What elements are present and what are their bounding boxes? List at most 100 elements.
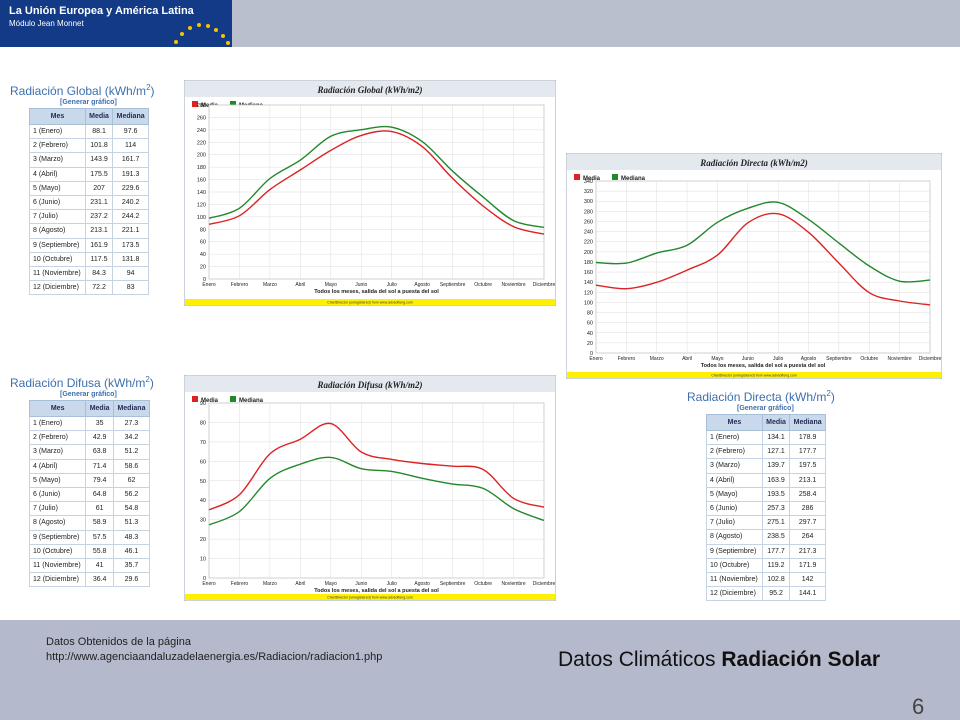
table-cell: 12 (Diciembre) — [706, 586, 763, 602]
column-header: Mediana — [112, 108, 149, 125]
page-number: 6 — [912, 694, 925, 719]
source-url: http://www.agenciaandaluzadelaenergia.es… — [46, 651, 383, 663]
x-tick-label: Noviembre — [501, 581, 525, 587]
x-tick-label: Junio — [355, 282, 367, 288]
chart-title: Radiación Difusa (kWh/m2) — [316, 380, 422, 390]
table-cell: 97.6 — [112, 123, 149, 140]
table-header-row: Mes Media Mediana — [706, 414, 826, 431]
y-tick-label: 120 — [197, 202, 206, 208]
table-cell: 51.2 — [112, 444, 151, 460]
table-cell: 231.1 — [84, 194, 114, 211]
table-cell: 62 — [112, 472, 151, 488]
y-tick-label: 20 — [587, 341, 593, 347]
y-tick-label: 80 — [200, 227, 206, 233]
y-tick-label: 50 — [200, 479, 206, 485]
y-tick-label: 260 — [584, 219, 593, 225]
y-tick-label: 120 — [584, 290, 593, 296]
x-tick-label: Marzo — [650, 356, 664, 362]
table-cell: 171.9 — [789, 557, 826, 573]
x-tick-label: Abril — [295, 581, 305, 587]
x-tick-label: Octubre — [474, 282, 492, 288]
table-cell: 178.9 — [789, 429, 826, 446]
eu-stars-icon — [174, 23, 230, 45]
table-cell: 2 (Febrero) — [29, 138, 86, 154]
global-table-title: Radiación Global (kWh/m2) — [10, 83, 155, 98]
generate-chart-link[interactable]: [Generar gráfico] — [737, 405, 794, 412]
x-tick-label: Noviembre — [888, 356, 912, 362]
table-row: 6 (Junio) 231.1 240.2 — [29, 194, 149, 211]
table-row: 7 (Julio) 61 54.8 — [28, 501, 151, 517]
table-cell: 10 (Octubre) — [29, 251, 86, 267]
x-tick-label: Agosto — [414, 282, 430, 288]
x-tick-label: Abril — [295, 282, 305, 288]
y-tick-label: 140 — [584, 280, 593, 286]
chart-footnote: ChartDirector (unregistered) from www.ad… — [327, 301, 413, 305]
table-cell: 161.9 — [84, 237, 114, 253]
table-cell: 11 (Noviembre) — [29, 265, 86, 282]
table-cell: 8 (Agosto) — [28, 515, 87, 531]
table-cell: 55.8 — [85, 543, 114, 559]
x-tick-label: Octubre — [860, 356, 878, 362]
chart-title-bar — [185, 81, 555, 97]
table-cell: 238.5 — [761, 529, 791, 545]
y-tick-label: 240 — [197, 128, 206, 134]
x-tick-label: Septiembre — [440, 581, 466, 587]
table-row: 4 (Abril) 71.4 58.6 — [28, 458, 151, 474]
table-cell: 10 (Octubre) — [706, 557, 763, 573]
table-cell: 3 (Marzo) — [29, 152, 86, 168]
table-cell: 4 (Abril) — [706, 472, 763, 488]
y-tick-label: 90 — [200, 401, 206, 407]
table-row: 5 (Mayo) 207 229.6 — [29, 180, 149, 196]
table-cell: 144.1 — [789, 586, 826, 602]
column-header: Mes — [706, 414, 763, 431]
x-tick-label: Mayo — [711, 356, 723, 362]
x-tick-label: Febrero — [231, 581, 249, 587]
table-cell: 61 — [85, 501, 114, 517]
generate-chart-link[interactable]: [Generar gráfico] — [60, 99, 117, 106]
global-radiation-table: Mes Media Mediana 1 (Enero) 88.1 97.6 2 (Febre… — [29, 108, 149, 296]
x-tick-label: Marzo — [263, 581, 277, 587]
table-row: 10 (Octubre) 55.8 46.1 — [28, 543, 151, 559]
table-cell: 41 — [85, 557, 114, 574]
table-row: 3 (Marzo) 63.8 51.2 — [28, 444, 151, 460]
y-tick-label: 30 — [200, 518, 206, 524]
table-cell: 142 — [789, 571, 826, 588]
table-cell: 48.3 — [112, 529, 151, 545]
y-tick-label: 40 — [200, 252, 206, 258]
x-axis-label: Todos los meses, salida del sol a puesta… — [314, 289, 439, 295]
table-cell: 131.8 — [112, 251, 149, 267]
table-cell: 2 (Febrero) — [28, 430, 87, 446]
legend-label: Mediana — [621, 176, 646, 182]
table-cell: 1 (Enero) — [29, 123, 86, 140]
table-cell: 5 (Mayo) — [706, 486, 763, 502]
y-tick-label: 180 — [584, 260, 593, 266]
table-cell: 94 — [112, 265, 149, 282]
table-cell: 79.4 — [85, 472, 114, 488]
table-cell: 102.8 — [761, 571, 791, 588]
table-cell: 6 (Junio) — [706, 500, 763, 517]
y-tick-label: 80 — [200, 420, 206, 426]
legend-label: Media — [201, 398, 219, 404]
table-cell: 7 (Julio) — [706, 515, 763, 531]
table-cell: 117.5 — [84, 251, 114, 267]
table-row: 10 (Octubre) 117.5 131.8 — [29, 251, 149, 267]
x-tick-label: Julio — [387, 581, 398, 587]
y-tick-label: 0 — [203, 277, 206, 283]
table-cell: 10 (Octubre) — [28, 543, 87, 559]
y-tick-label: 280 — [584, 209, 593, 215]
table-cell: 177.7 — [761, 543, 791, 559]
table-cell: 213.1 — [84, 223, 114, 239]
table-cell: 7 (Julio) — [28, 501, 87, 517]
table-row: 4 (Abril) 163.9 213.1 — [706, 472, 826, 488]
y-tick-label: 60 — [200, 459, 206, 465]
table-cell: 12 (Diciembre) — [28, 572, 87, 588]
table-cell: 229.6 — [112, 180, 149, 196]
table-row: 11 (Noviembre) 84.3 94 — [29, 265, 149, 282]
table-cell: 175.5 — [84, 166, 114, 182]
x-tick-label: Enero — [202, 282, 216, 288]
table-cell: 72.2 — [84, 280, 114, 296]
x-tick-label: Agosto — [414, 581, 430, 587]
table-row: 8 (Agosto) 58.9 51.3 — [28, 515, 151, 531]
generate-chart-link[interactable]: [Generar gráfico] — [60, 391, 117, 398]
table-cell: 258.4 — [789, 486, 826, 502]
